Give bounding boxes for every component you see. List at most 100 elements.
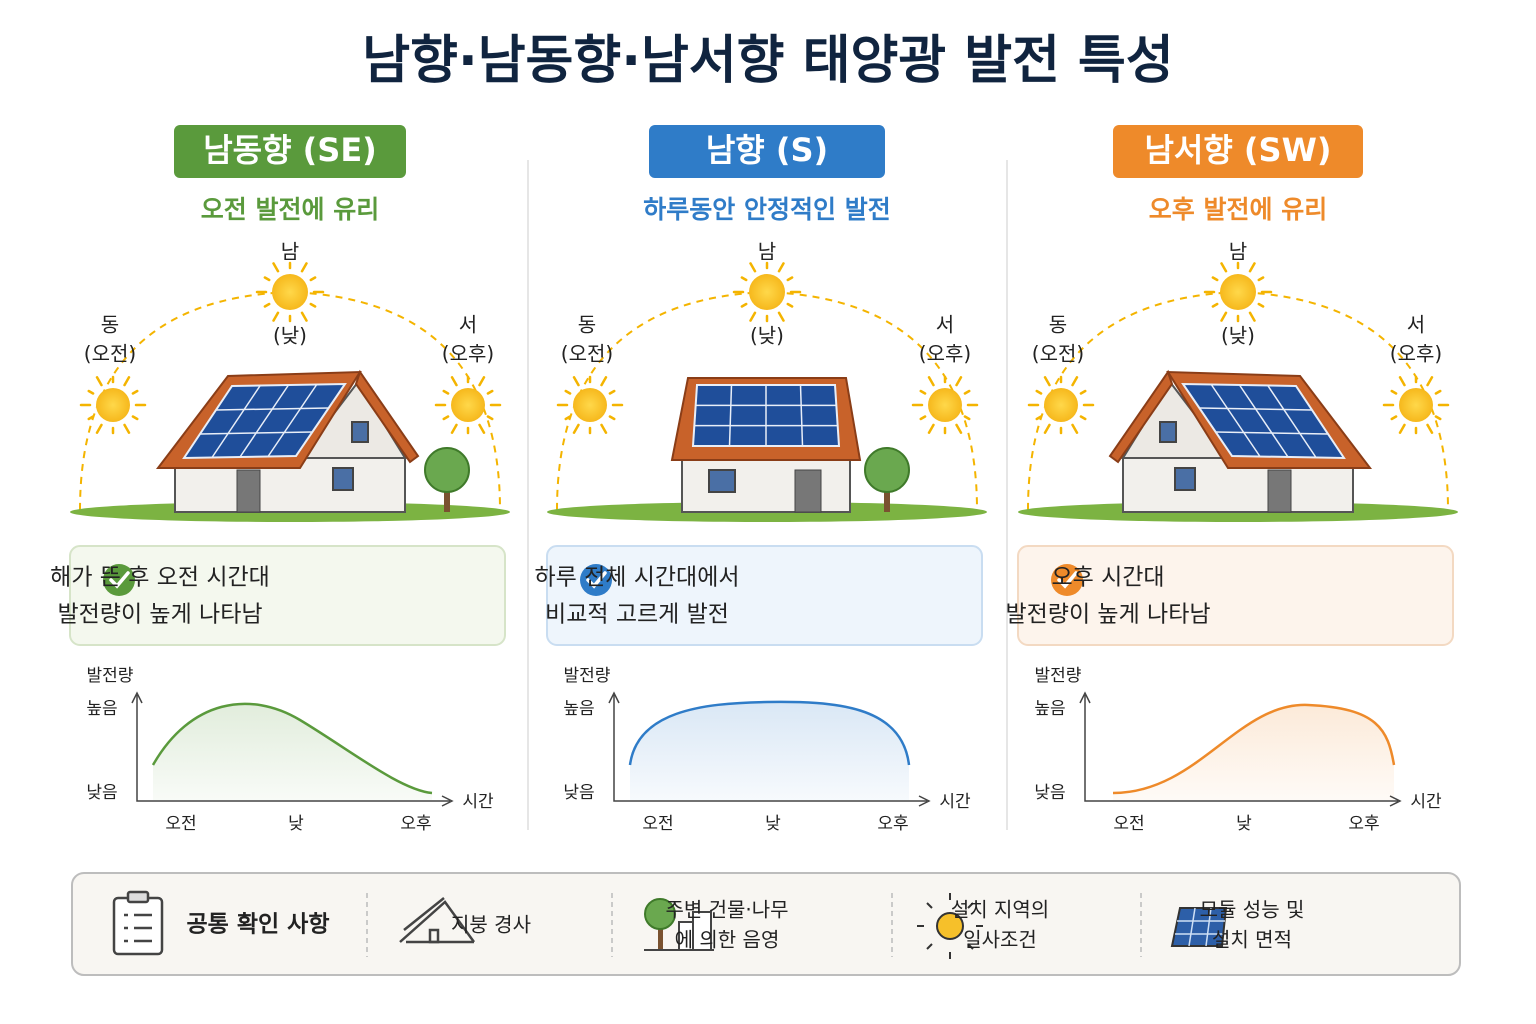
- sun-ray: [1035, 415, 1043, 421]
- x-category: 낮: [288, 814, 304, 834]
- compass-label: (오전): [561, 342, 613, 366]
- door: [1267, 469, 1292, 513]
- x-category: 오후: [877, 814, 908, 834]
- window: [708, 469, 736, 493]
- y-axis-label: 발전량: [564, 666, 611, 686]
- panel: 남서향 (SW) 오후 발전에 유리남 (낮) 동 (오전) 서 (오후) 오후 시간대발전량…: [1005, 125, 1458, 834]
- sun-ray: [1211, 302, 1219, 308]
- sun-ray: [927, 423, 935, 434]
- panel-line: [1210, 384, 1261, 457]
- sun-ray: [300, 311, 308, 322]
- footer-item: 모듈 성능 및: [1200, 898, 1305, 922]
- panel-line: [1238, 384, 1289, 458]
- sun-ray: [572, 423, 580, 434]
- sun-ray: [777, 262, 785, 273]
- panel-line: [267, 384, 318, 457]
- compass-label: 남: [1229, 240, 1247, 264]
- house: [1108, 369, 1373, 513]
- sun-ray: [309, 276, 317, 282]
- note-text: 발전량이 높게 나타남: [1005, 602, 1210, 628]
- subtitle: 하루동안 안정적인 발전: [643, 195, 890, 224]
- sun: [272, 274, 308, 310]
- y-high: 높음: [86, 699, 117, 719]
- x-category: 오전: [642, 814, 673, 834]
- compass-label: 서: [936, 313, 954, 337]
- roof-edge: [354, 369, 420, 464]
- sun-ray: [1071, 423, 1079, 434]
- sun-ray: [955, 423, 963, 434]
- panel: 남향 (S) 하루동안 안정적인 발전남 (낮) 동 (오전) 서 (오후) 하루 전체 시간…: [534, 125, 987, 834]
- sun-ray: [1079, 415, 1087, 421]
- sun-ray: [740, 302, 748, 308]
- badge: [1113, 125, 1363, 178]
- sun-ray: [600, 423, 608, 434]
- sun-ray: [740, 276, 748, 282]
- axis-arrow: [131, 691, 454, 807]
- sun-ray: [1043, 376, 1051, 387]
- x-category: 낮: [1236, 814, 1252, 834]
- tree-crown: [864, 447, 910, 493]
- sun-ray: [927, 376, 935, 387]
- compass-label: (오후): [1390, 342, 1442, 366]
- compass-label: 서: [1407, 313, 1425, 337]
- window: [332, 467, 354, 491]
- sun-ray: [272, 262, 280, 273]
- sun-ray: [963, 415, 971, 421]
- sun-ray: [963, 389, 971, 395]
- panel-line: [211, 385, 261, 458]
- y-low: 낮음: [86, 783, 117, 803]
- curve-area: [1113, 704, 1394, 800]
- y-axis-label: 발전량: [87, 666, 134, 686]
- sun-ray: [486, 389, 494, 395]
- compass-label: 남: [281, 240, 299, 264]
- sun-ray: [1211, 276, 1219, 282]
- tree-trunk: [444, 478, 450, 512]
- sun: [1399, 388, 1433, 422]
- panel-line: [239, 384, 290, 458]
- sun: [96, 388, 130, 422]
- compass-label: (낮): [750, 324, 784, 348]
- check-mark: [1057, 571, 1078, 589]
- sun-ray: [300, 262, 308, 273]
- compass-label: 동: [101, 313, 119, 337]
- note-box: [546, 545, 983, 646]
- sun-ray: [1257, 302, 1265, 308]
- sun-ray: [131, 389, 139, 395]
- sun: [749, 274, 785, 310]
- tree-crown: [424, 447, 470, 493]
- note-text: 발전량이 높게 나타남: [57, 602, 262, 628]
- footer-box: [71, 872, 1461, 976]
- sun-ray: [600, 376, 608, 387]
- sun-ray: [450, 423, 458, 434]
- house-wall: [681, 457, 851, 513]
- sun: [573, 388, 607, 422]
- window: [1174, 467, 1196, 491]
- sun-ray: [1220, 311, 1228, 322]
- sun-ray: [749, 262, 757, 273]
- x-category: 오전: [1113, 814, 1144, 834]
- sun: [928, 388, 962, 422]
- curve: [151, 702, 433, 795]
- sun-ray: [87, 415, 95, 421]
- check-mark: [586, 571, 607, 589]
- sun: [1044, 388, 1078, 422]
- tree-trunk: [884, 478, 890, 512]
- sun-ray: [786, 302, 794, 308]
- footer-item: 일사조건: [963, 928, 1037, 952]
- sun-ray: [486, 415, 494, 421]
- panel-line: [1215, 431, 1329, 435]
- footer-item: 설치 지역의: [951, 898, 1049, 922]
- roof-icon: [399, 897, 476, 944]
- sun-ray: [749, 311, 757, 322]
- window: [351, 421, 369, 443]
- badge: [649, 125, 885, 178]
- sun-ray: [450, 376, 458, 387]
- y-axis-label: 발전량: [1035, 666, 1082, 686]
- sun-ray: [442, 415, 450, 421]
- compass-label: (오전): [1032, 342, 1084, 366]
- sun-ray: [123, 423, 131, 434]
- note-box: [69, 545, 506, 646]
- axes: [136, 695, 450, 802]
- compass-label: (오전): [84, 342, 136, 366]
